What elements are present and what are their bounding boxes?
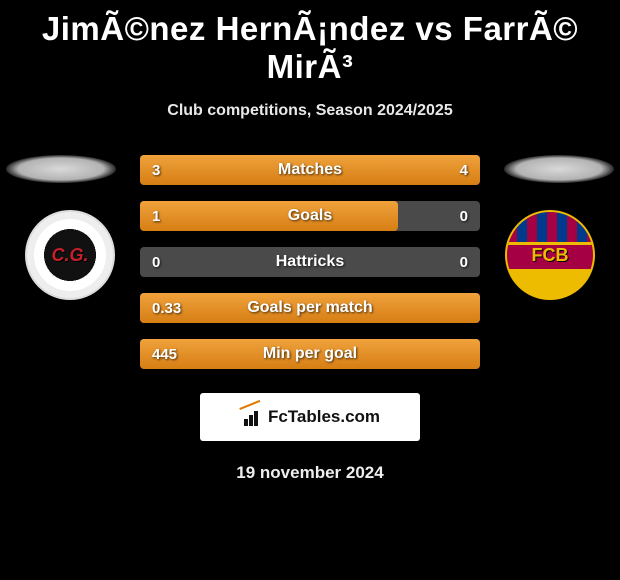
arena: 34Matches 10Goals 00Hattricks 0.33Goals per…: [0, 155, 620, 369]
stat-row: 34Matches: [140, 155, 480, 185]
crest-shadow-left: [6, 155, 116, 183]
stat-label: Min per goal: [140, 345, 480, 363]
stat-label: Hattricks: [140, 253, 480, 271]
stat-row: 10Goals: [140, 201, 480, 231]
brand-badge[interactable]: FcTables.com: [200, 393, 420, 441]
stat-row: 445Min per goal: [140, 339, 480, 369]
stat-label: Goals per match: [140, 299, 480, 317]
comparison-card: JimÃ©nez HernÃ¡ndez vs FarrÃ© MirÃ³ Club…: [0, 0, 620, 580]
crest-shadow-right: [504, 155, 614, 183]
snapshot-date: 19 november 2024: [0, 463, 620, 483]
page-title: JimÃ©nez HernÃ¡ndez vs FarrÃ© MirÃ³: [0, 10, 620, 86]
stat-label: Matches: [140, 161, 480, 179]
stats-bars: 34Matches 10Goals 00Hattricks 0.33Goals per…: [140, 155, 480, 369]
bar-chart-icon: [240, 408, 262, 426]
stat-label: Goals: [140, 207, 480, 225]
club-crest-right: [505, 210, 595, 300]
subtitle: Club competitions, Season 2024/2025: [0, 102, 620, 120]
stat-row: 00Hattricks: [140, 247, 480, 277]
brand-text: FcTables.com: [268, 407, 380, 427]
club-crest-left: [25, 210, 115, 300]
stat-row: 0.33Goals per match: [140, 293, 480, 323]
